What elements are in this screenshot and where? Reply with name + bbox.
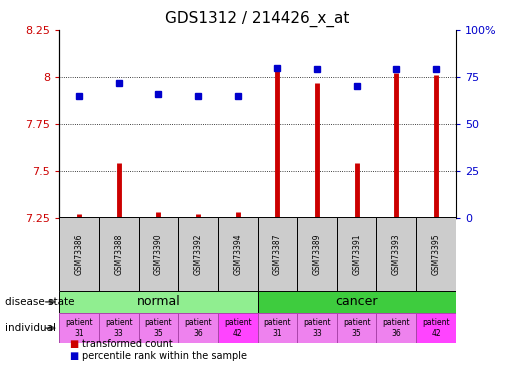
Bar: [99, 313, 139, 343]
Text: GDS1312 / 214426_x_at: GDS1312 / 214426_x_at: [165, 11, 350, 27]
Text: GSM73391: GSM73391: [352, 233, 361, 275]
Text: normal: normal: [136, 296, 180, 308]
Bar: [59, 313, 99, 343]
Text: cancer: cancer: [335, 296, 378, 308]
Text: patient
33: patient 33: [105, 318, 132, 338]
Text: GSM73386: GSM73386: [75, 233, 83, 275]
Text: GSM73395: GSM73395: [432, 233, 440, 275]
Bar: [218, 217, 258, 291]
Bar: [258, 291, 456, 313]
Bar: [99, 217, 139, 291]
Text: patient
36: patient 36: [383, 318, 410, 338]
Text: GSM73387: GSM73387: [273, 233, 282, 275]
Text: patient
42: patient 42: [224, 318, 251, 338]
Text: patient
31: patient 31: [264, 318, 291, 338]
Text: percentile rank within the sample: percentile rank within the sample: [82, 351, 247, 361]
Text: GSM73392: GSM73392: [194, 233, 202, 275]
Text: transformed count: transformed count: [82, 339, 173, 349]
Bar: [59, 291, 258, 313]
Bar: [218, 313, 258, 343]
Bar: [416, 313, 456, 343]
Text: disease state: disease state: [5, 297, 75, 307]
Bar: [258, 217, 297, 291]
Text: patient
35: patient 35: [343, 318, 370, 338]
Text: patient
33: patient 33: [303, 318, 331, 338]
Bar: [416, 217, 456, 291]
Text: GSM73393: GSM73393: [392, 233, 401, 275]
Text: GSM73390: GSM73390: [154, 233, 163, 275]
Text: ■: ■: [70, 351, 79, 361]
Text: GSM73389: GSM73389: [313, 233, 321, 275]
Bar: [59, 217, 99, 291]
Bar: [376, 313, 416, 343]
Bar: [376, 217, 416, 291]
Bar: [258, 313, 297, 343]
Text: GSM73394: GSM73394: [233, 233, 242, 275]
Text: individual: individual: [5, 323, 56, 333]
Bar: [178, 217, 218, 291]
Bar: [337, 217, 376, 291]
Text: patient
36: patient 36: [184, 318, 212, 338]
Bar: [139, 217, 178, 291]
Bar: [139, 313, 178, 343]
Bar: [178, 313, 218, 343]
Bar: [297, 217, 337, 291]
Text: GSM73388: GSM73388: [114, 233, 123, 275]
Text: patient
42: patient 42: [422, 318, 450, 338]
Text: patient
35: patient 35: [145, 318, 172, 338]
Text: ■: ■: [70, 339, 79, 349]
Bar: [297, 313, 337, 343]
Text: patient
31: patient 31: [65, 318, 93, 338]
Bar: [337, 313, 376, 343]
